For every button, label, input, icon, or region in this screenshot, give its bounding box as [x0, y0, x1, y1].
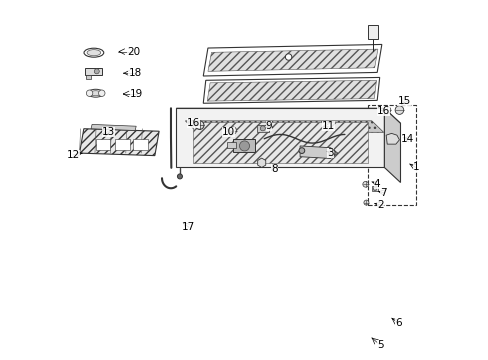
Circle shape	[94, 69, 99, 74]
Text: 16: 16	[186, 118, 200, 128]
Circle shape	[329, 149, 335, 155]
Text: 19: 19	[130, 89, 143, 99]
Bar	[257, 125, 268, 132]
Circle shape	[260, 126, 265, 131]
Polygon shape	[192, 122, 367, 163]
Text: 4: 4	[373, 179, 380, 189]
Text: 15: 15	[397, 96, 410, 106]
Ellipse shape	[87, 89, 103, 97]
Bar	[96, 139, 110, 150]
Text: 8: 8	[270, 164, 277, 174]
Bar	[367, 105, 415, 205]
Text: 17: 17	[182, 222, 195, 232]
Circle shape	[229, 127, 236, 134]
Bar	[226, 142, 235, 148]
Text: 18: 18	[128, 68, 142, 78]
Bar	[115, 139, 129, 150]
Text: 6: 6	[395, 319, 401, 328]
Circle shape	[239, 141, 249, 151]
Circle shape	[285, 54, 291, 60]
Text: 5: 5	[376, 340, 383, 350]
Polygon shape	[91, 125, 136, 131]
Text: 3: 3	[326, 148, 333, 158]
Text: 13: 13	[102, 127, 115, 136]
Polygon shape	[203, 44, 381, 76]
Bar	[371, 186, 378, 192]
Circle shape	[177, 174, 182, 179]
Polygon shape	[207, 80, 376, 101]
Polygon shape	[176, 108, 384, 167]
Circle shape	[363, 200, 368, 205]
Polygon shape	[207, 49, 377, 71]
Ellipse shape	[90, 91, 101, 96]
Polygon shape	[384, 108, 400, 183]
Polygon shape	[80, 129, 159, 156]
Circle shape	[86, 90, 93, 96]
Text: 7: 7	[380, 188, 386, 198]
Ellipse shape	[87, 50, 101, 56]
Text: 12: 12	[66, 150, 80, 160]
Ellipse shape	[84, 48, 103, 57]
Text: 14: 14	[400, 134, 413, 144]
Circle shape	[372, 187, 376, 191]
Circle shape	[362, 181, 368, 187]
Polygon shape	[185, 121, 383, 132]
Text: 16: 16	[376, 106, 389, 116]
Text: 1: 1	[412, 162, 418, 172]
Bar	[86, 75, 91, 79]
Circle shape	[99, 90, 105, 96]
Circle shape	[383, 107, 390, 114]
Bar	[367, 25, 378, 40]
Polygon shape	[176, 108, 400, 123]
Polygon shape	[233, 139, 255, 152]
Polygon shape	[300, 146, 337, 158]
Bar	[85, 68, 102, 75]
Polygon shape	[203, 77, 379, 103]
Bar	[133, 139, 147, 150]
Circle shape	[195, 121, 203, 130]
Polygon shape	[386, 134, 399, 144]
Text: 9: 9	[265, 121, 272, 131]
Circle shape	[394, 106, 403, 114]
Circle shape	[298, 148, 304, 153]
Text: 10: 10	[222, 127, 234, 136]
Text: 20: 20	[126, 46, 140, 57]
Text: 11: 11	[322, 121, 335, 131]
Text: 2: 2	[377, 200, 383, 210]
